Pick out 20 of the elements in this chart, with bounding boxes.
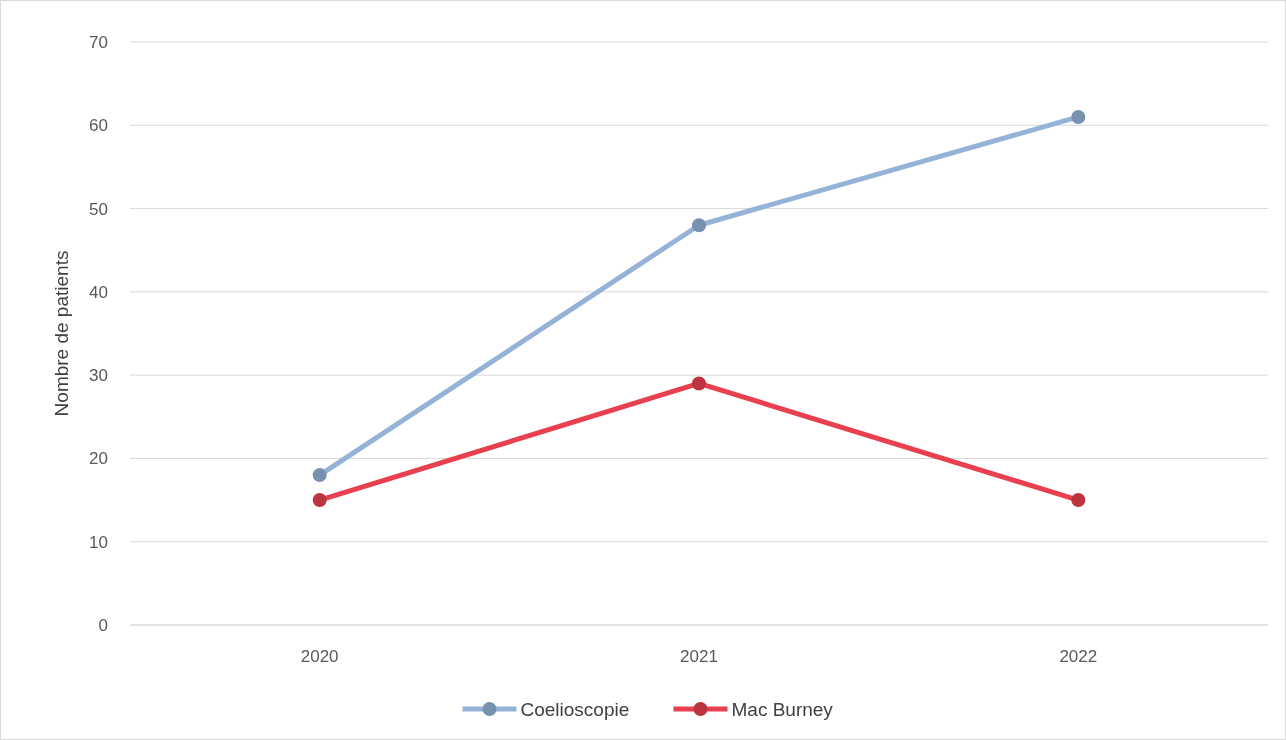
legend-label: Mac Burney [731,698,834,720]
point [312,468,327,483]
y-tick-label: 60 [89,116,108,136]
point [692,376,706,391]
x-tick-label: 2020 [300,647,339,666]
point [1071,109,1086,124]
point [1071,493,1086,508]
y-tick-label: 70 [89,32,108,52]
point [692,218,706,233]
y-tick-label: 20 [89,449,108,469]
y-tick-label: 50 [89,199,108,219]
x-tick-label: 2021 [680,647,718,666]
y-tick-label: 30 [89,366,108,386]
y-tick-label: 40 [89,282,108,302]
y-tick-label: 10 [89,532,108,552]
y-tick-label: 0 [98,615,108,635]
point [312,493,327,508]
x-tick-label: 2022 [1059,647,1098,666]
legend-label: Coelioscopie [520,698,630,720]
y-axis-title: Nombre de patients [51,250,72,417]
